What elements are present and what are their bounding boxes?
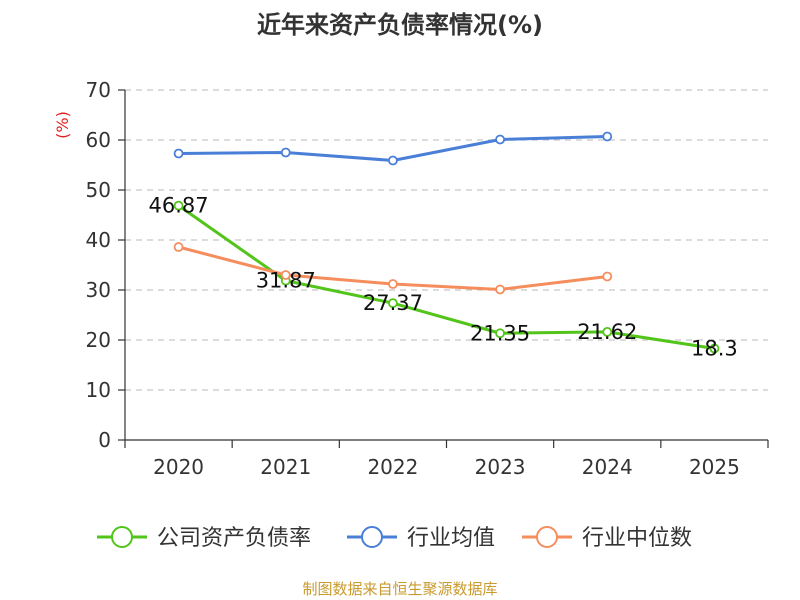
source-note: 制图数据来自恒生聚源数据库: [302, 580, 497, 598]
data-label: 27.37: [363, 291, 423, 315]
legend-marker: [536, 526, 558, 548]
data-label: 31.87: [256, 269, 316, 293]
y-tick-label: 50: [86, 178, 111, 202]
x-tick-label: 2023: [475, 455, 526, 479]
data-label: 18.3: [691, 337, 738, 361]
data-label: 46.87: [149, 194, 209, 218]
data-point: [173, 148, 184, 159]
data-label: 21.62: [577, 320, 637, 344]
data-point: [602, 326, 613, 337]
y-tick-label: 10: [86, 378, 111, 402]
data-point: [495, 134, 505, 145]
data-point: [173, 200, 184, 211]
data-point: [388, 279, 398, 289]
y-tick-label: 40: [86, 228, 111, 252]
data-point: [280, 270, 291, 280]
axes: 0 10 20 30 40 50 60 70 2020 2021 2022 2023 2024 2025: [86, 78, 769, 479]
legend-item: 行业中位数: [522, 526, 692, 551]
y-tick-label: 60: [86, 128, 111, 152]
data-point: [495, 284, 505, 295]
legend-label: 行业中位数: [582, 526, 692, 551]
x-tick-label: 2020: [153, 455, 204, 479]
legend-marker: [111, 526, 133, 548]
series-line-1: [177, 204, 716, 350]
data-point: [173, 242, 184, 252]
data-point: [388, 155, 398, 166]
series-layer: [173, 131, 720, 354]
y-tick-label: 20: [86, 328, 111, 352]
y-axis-label: (%): [53, 111, 72, 139]
x-tick-label: 2021: [260, 455, 311, 479]
legend-marker: [361, 526, 383, 548]
grid-lines: [125, 89, 768, 391]
legend-item: 行业均值: [347, 526, 495, 551]
legend-label: 行业均值: [407, 526, 495, 551]
chart-title: 近年来资产负债率情况(%): [257, 11, 543, 39]
x-tick-label: 2022: [367, 455, 418, 479]
data-label: 21.35: [470, 321, 530, 345]
data-point: [388, 298, 398, 309]
data-point: [709, 343, 720, 354]
data-point: [280, 147, 291, 158]
y-tick-label: 0: [98, 428, 111, 452]
data-point: [602, 271, 613, 282]
y-tick-label: 30: [86, 278, 111, 302]
legend-item: 公司资产负债率: [97, 526, 311, 551]
legend-label: 公司资产负债率: [157, 526, 311, 551]
x-tick-label: 2024: [582, 455, 633, 479]
x-tick-label: 2025: [689, 455, 740, 479]
legend: 公司资产负债率 行业均值 行业中位数: [97, 526, 692, 551]
data-point: [602, 131, 613, 142]
data-point: [495, 328, 505, 339]
y-tick-label: 70: [86, 78, 111, 102]
data-labels: 46.87 31.87 27.37 21.35 21.62 18.3: [149, 194, 738, 361]
